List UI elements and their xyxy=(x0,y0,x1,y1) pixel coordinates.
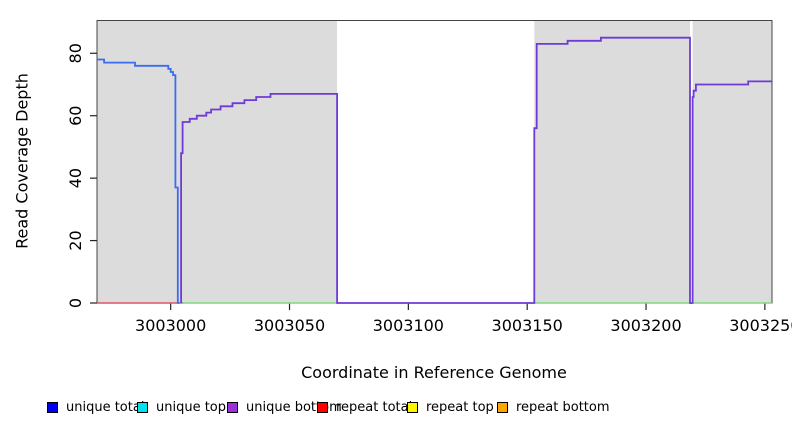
legend-label: unique total xyxy=(66,399,145,415)
legend-swatch-icon xyxy=(317,401,328,413)
legend-swatch-icon xyxy=(227,401,238,413)
legend-label: repeat total xyxy=(336,399,413,415)
legend-item-repeat-bottom: repeat bottom xyxy=(497,398,610,416)
y-tick-label: 40 xyxy=(66,168,85,188)
series-line-unique-total xyxy=(97,58,180,304)
legend-item-unique-top: unique top xyxy=(137,398,226,416)
legend-item-repeat-top: repeat top xyxy=(407,398,494,416)
series-line-unique-bottom xyxy=(180,36,772,304)
x-tick-label: 3003000 xyxy=(135,316,206,335)
legend-swatch-icon xyxy=(407,401,418,413)
legend-item-repeat-total: repeat total xyxy=(317,398,412,416)
legend-swatch-icon xyxy=(497,401,508,413)
legend-swatch-icon xyxy=(137,401,148,413)
repeat-region xyxy=(534,20,691,303)
x-axis-label: Coordinate in Reference Genome xyxy=(301,363,567,382)
repeat-region xyxy=(692,20,772,303)
y-tick-label: 80 xyxy=(66,43,85,63)
x-tick-label: 3003250 xyxy=(729,316,792,335)
legend-label: repeat bottom xyxy=(516,399,610,415)
x-tick-label: 3003100 xyxy=(373,316,444,335)
x-tick-label: 3003200 xyxy=(610,316,681,335)
legend-item-unique-total: unique total xyxy=(47,398,144,416)
y-axis-label: Read Coverage Depth xyxy=(12,73,32,249)
legend-label: repeat top xyxy=(426,399,494,415)
legend-swatch-icon xyxy=(47,401,58,413)
x-tick-label: 3003150 xyxy=(492,316,563,335)
y-tick-label: 0 xyxy=(66,298,85,308)
repeat-region xyxy=(97,20,338,303)
legend-label: unique top xyxy=(156,399,227,415)
y-tick-label: 60 xyxy=(66,106,85,126)
y-tick-label: 20 xyxy=(66,230,85,250)
legend: unique total unique top unique bottom repea… xyxy=(0,398,792,418)
x-tick-label: 3003050 xyxy=(254,316,325,335)
